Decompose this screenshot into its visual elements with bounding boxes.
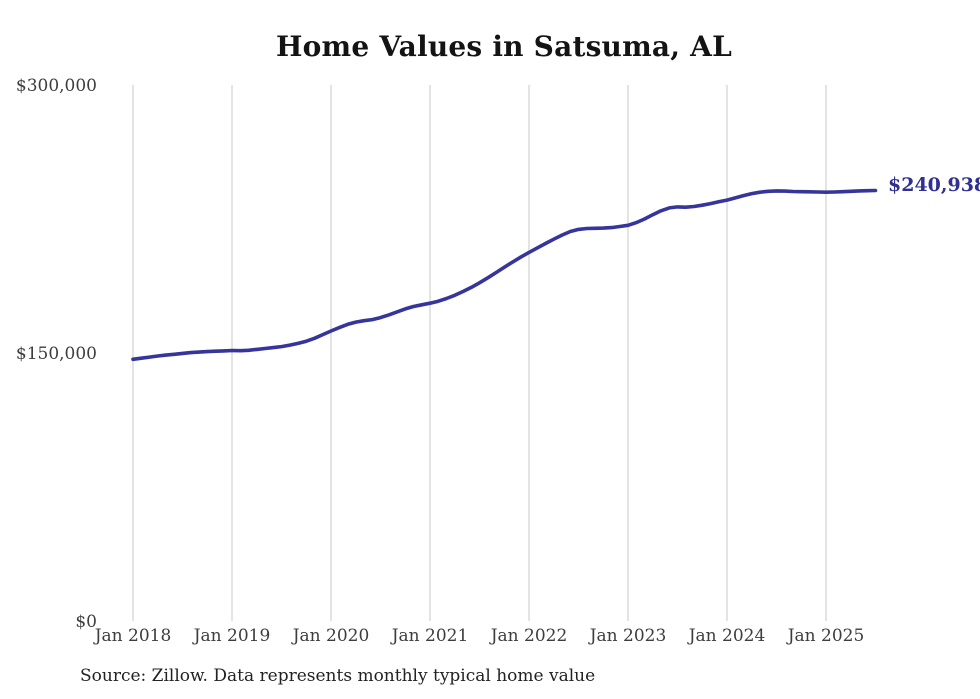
chart-title: Home Values in Satsuma, AL	[276, 30, 732, 63]
x-axis-tick-label: Jan 2020	[291, 626, 370, 646]
source-note: Source: Zillow. Data represents monthly …	[80, 666, 596, 686]
x-axis-tick-label: Jan 2022	[489, 626, 568, 646]
x-axis-tick-label: Jan 2019	[192, 626, 271, 646]
y-axis-tick-label: $0	[75, 612, 97, 632]
home-value-line	[131, 188, 878, 362]
y-axis-tick-label: $300,000	[16, 76, 97, 96]
x-axis-tick-label: Jan 2023	[588, 626, 667, 646]
x-axis-tick-label: Jan 2024	[687, 626, 766, 646]
x-axis-tick-label: Jan 2018	[93, 626, 172, 646]
y-axis-tick-label: $150,000	[16, 344, 97, 364]
latest-value-label: $240,938	[888, 174, 980, 196]
x-axis-tick-label: Jan 2025	[786, 626, 865, 646]
x-axis-tick-label: Jan 2021	[390, 626, 469, 646]
